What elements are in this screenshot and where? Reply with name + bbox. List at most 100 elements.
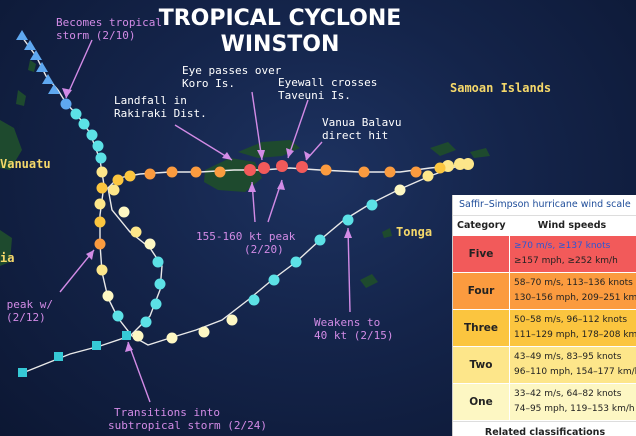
annotation-line: Becomes tropical	[56, 16, 162, 29]
legend-speed-line: 96–110 mph, 154–177 km/h	[514, 367, 636, 377]
track-point	[198, 326, 210, 338]
track-point	[30, 50, 42, 60]
track-point	[150, 298, 162, 310]
track-point	[144, 238, 156, 250]
legend-header: Category Wind speeds	[453, 216, 636, 236]
samoa-island	[470, 148, 490, 158]
legend-related-classifications: Related classifications	[453, 421, 636, 436]
legend-header-category: Category	[457, 220, 506, 231]
track-point	[358, 166, 370, 178]
annotation-line: direct hit	[322, 129, 389, 142]
legend-row-four: Four 58–70 m/s, 113–136 knots 130–156 mph,…	[453, 273, 636, 310]
vanua-levu-island	[238, 140, 300, 158]
annotation-eyewall: Eyewall crosses Taveuni Is.	[278, 76, 377, 102]
annotation-becomes-tropical: Becomes tropical storm (2/10)	[56, 16, 162, 42]
track-point	[122, 331, 131, 340]
legend-row-two: Two 43–49 m/s, 83–95 knots 96–110 mph, 154…	[453, 347, 636, 384]
arrowhead	[222, 152, 232, 160]
track-point	[434, 162, 446, 174]
arrowhead	[86, 250, 94, 260]
track-point	[226, 314, 238, 326]
track-point	[108, 184, 120, 196]
saffir-simpson-legend: Saffir–Simpson hurricane wind scale Cate…	[452, 195, 636, 436]
track-point	[342, 214, 354, 226]
track-point	[166, 332, 178, 344]
islands	[0, 60, 490, 288]
legend-speed-line: 74–95 mph, 119–153 km/h	[514, 404, 635, 414]
track-point	[422, 170, 434, 182]
legend-category-label: Two	[453, 347, 510, 383]
legend-speed-line: 130–156 mph, 209–251 km/h	[514, 293, 636, 303]
track-point	[16, 30, 28, 40]
track-point	[166, 166, 178, 178]
track-point	[54, 352, 63, 361]
track-point	[36, 62, 48, 72]
track-point	[320, 164, 332, 176]
legend-speeds: 58–70 m/s, 113–136 knots 130–156 mph, 209…	[510, 273, 636, 309]
legend-rows: Five ≥70 m/s, ≥137 knots ≥157 mph, ≥252 km…	[453, 236, 636, 421]
place-label-samoan-islands: Samoan Islands	[450, 81, 552, 95]
track-point	[394, 184, 406, 196]
arrowhead	[125, 342, 133, 352]
track-point	[112, 174, 124, 186]
arrow	[174, 124, 233, 161]
track-point	[92, 140, 104, 152]
annotation-weakens: Weakens to 40 kt (2/15)	[314, 316, 393, 342]
track-point	[214, 166, 226, 178]
tonga-island	[382, 228, 392, 238]
track-point	[244, 164, 256, 176]
legend-title[interactable]: Saffir–Simpson hurricane wind scale	[453, 195, 636, 216]
legend-speed-line: 43–49 m/s, 83–95 knots	[514, 352, 622, 362]
annotation-line: Eye passes over	[182, 64, 282, 77]
arrowhead	[286, 148, 294, 158]
arrow	[59, 249, 95, 293]
annotation-line: Vanua Balavu	[322, 116, 402, 129]
legend-speed-line: ≥70 m/s, ≥137 knots	[514, 241, 611, 251]
annotation-line: (2/20)	[244, 243, 284, 256]
arrow	[65, 39, 93, 99]
arrowhead	[62, 88, 72, 98]
arrow	[251, 91, 263, 161]
track-point	[154, 278, 166, 290]
arrowhead	[344, 228, 352, 238]
track-point	[268, 274, 280, 286]
track-point	[24, 40, 36, 50]
arrowhead	[277, 180, 285, 190]
tonga-island	[360, 274, 378, 288]
track-point	[290, 256, 302, 268]
annotation-arrows	[59, 39, 351, 403]
track-point	[70, 108, 82, 120]
track-point	[144, 168, 156, 180]
track-point	[130, 226, 142, 238]
track-point	[78, 118, 90, 130]
track-point	[86, 129, 98, 141]
legend-category-label: Three	[453, 310, 510, 346]
legend-row-five: Five ≥70 m/s, ≥137 knots ≥157 mph, ≥252 km…	[453, 236, 636, 273]
track-point	[132, 330, 144, 342]
track-point	[96, 182, 108, 194]
arrowhead	[257, 150, 265, 160]
track-point	[152, 256, 164, 268]
track-point	[248, 294, 260, 306]
legend-speeds: 43–49 m/s, 83–95 knots 96–110 mph, 154–17…	[510, 347, 636, 383]
track-point	[296, 161, 308, 173]
annotation-peak-w: peak w/(2/12)	[0, 298, 53, 324]
annotation-line: 40 kt (2/15)	[314, 329, 394, 342]
legend-speed-line: 33–42 m/s, 64–82 knots	[514, 389, 622, 399]
annotation-transitions: Transitions into subtropical storm (2/24)	[108, 406, 267, 432]
track-point	[462, 158, 474, 170]
vanuatu-island	[0, 120, 22, 170]
annotation-line: Transitions into	[114, 406, 220, 419]
track-point	[92, 341, 101, 350]
place-label-vanuatu: Vanuatu	[0, 157, 51, 171]
arrowhead	[304, 151, 311, 160]
track-point	[48, 84, 60, 94]
track-point	[102, 290, 114, 302]
arrowhead	[248, 182, 256, 192]
legend-speeds: 33–42 m/s, 64–82 knots 74–95 mph, 119–153…	[510, 384, 636, 420]
track-point	[60, 98, 72, 110]
legend-category-label: Five	[453, 236, 510, 272]
track-point	[190, 166, 202, 178]
